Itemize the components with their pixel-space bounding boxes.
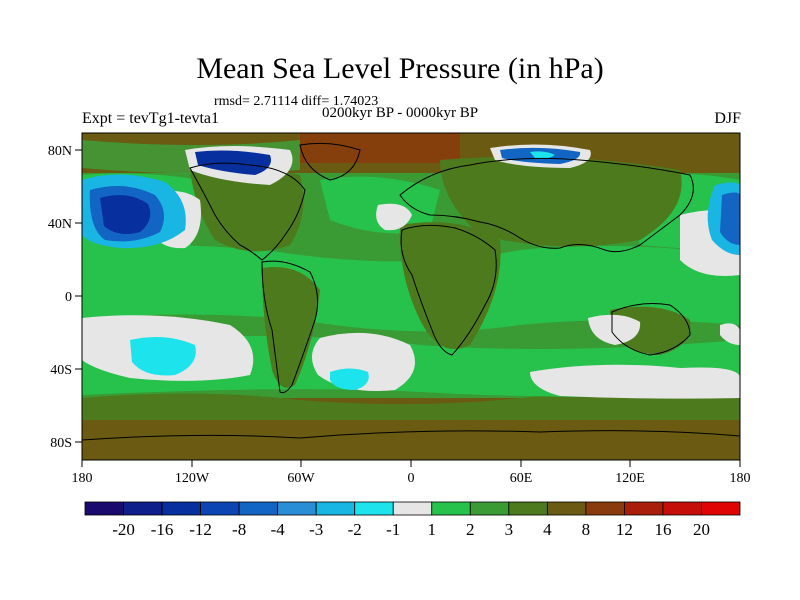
siberian-arctic-core: [530, 151, 555, 159]
lon-label-180e: 180: [730, 471, 751, 486]
season-label: DJF: [714, 110, 741, 127]
eurasia-coast: [399, 157, 694, 253]
australia-coast: [611, 303, 691, 356]
azores-grey: [376, 203, 412, 231]
colorbar-label: 12: [616, 520, 633, 539]
colorbar-label: 3: [505, 520, 514, 539]
axis-ticks: [75, 149, 741, 467]
colorbar-swatch: [238, 501, 279, 516]
colorbar-label: -16: [151, 520, 174, 539]
lon-label-120e: 120E: [615, 471, 645, 486]
colorbar-label: 4: [543, 520, 552, 539]
lat-label-0: 0: [65, 290, 72, 305]
antarctica-coast: [81, 430, 741, 441]
colorbar-swatch: [469, 501, 510, 516]
colorbar-label: 2: [466, 520, 475, 539]
west-pacific-low-core: [720, 192, 740, 245]
south-pacific-low: [130, 336, 196, 376]
south-atlantic-low: [330, 368, 369, 390]
colorbar-swatch: [315, 501, 356, 516]
south-pacific-grey-east: [720, 323, 740, 345]
colorbar-label: -2: [348, 520, 362, 539]
colorbar-swatch: [84, 501, 124, 516]
map-field: [82, 133, 740, 460]
eurasia-field: [440, 156, 682, 247]
experiment-label: Expt = tevTg1-tevta1: [82, 110, 219, 127]
colorbar-swatch: [392, 501, 433, 516]
aleutian-low-core: [100, 195, 151, 234]
colorbar-swatch: [624, 501, 664, 516]
coastlines: [81, 142, 741, 441]
south-america-coast: [261, 260, 319, 394]
colorbar-label: -12: [189, 520, 212, 539]
colorbar-label: -20: [112, 520, 135, 539]
lon-label-60w: 60W: [287, 471, 315, 486]
lon-label-0: 0: [408, 471, 415, 486]
colorbar-label: 20: [693, 520, 710, 539]
colorbar-swatch: [546, 501, 587, 516]
north-atlantic-arctic-high: [300, 133, 460, 163]
lon-label-180w: 180: [72, 471, 93, 486]
colorbar-label: -4: [271, 520, 286, 539]
colorbar-label: -1: [386, 520, 400, 539]
colorbar-swatch: [123, 501, 163, 516]
lon-label-120w: 120W: [175, 471, 210, 486]
colorbar-label: 8: [582, 520, 591, 539]
rmsd-diff-stats: rmsd= 2.71114 diff= 1.74023: [214, 94, 379, 109]
lat-label-80n: 80N: [48, 144, 72, 159]
colorbar-label: 16: [654, 520, 671, 539]
map-title: Mean Sea Level Pressure (in hPa): [196, 52, 604, 85]
colorbar-swatch: [354, 501, 394, 516]
lat-label-80s: 80S: [50, 436, 72, 451]
lat-label-40n: 40N: [48, 217, 72, 232]
south-america-field: [262, 266, 320, 388]
indian-ocean-grey: [588, 314, 641, 345]
colorbar-swatch: [508, 501, 548, 516]
colorbar-swatch: [431, 501, 471, 516]
colorbar-swatch: [161, 501, 201, 516]
colorbar-swatch: [200, 501, 240, 516]
colorbar-label: 1: [428, 520, 437, 539]
lat-label-40s: 40S: [50, 363, 72, 378]
canadian-arctic-low: [195, 150, 271, 175]
colorbar-swatch: [277, 501, 317, 516]
colorbar-label: -3: [309, 520, 323, 539]
colorbar-swatch: [585, 501, 625, 516]
africa-coast: [400, 224, 497, 356]
colorbar: -20 -16 -12 -8 -4 -3 -2 -1 1 2 3 4 8 12 16 20: [84, 501, 741, 539]
greenland-coast: [299, 142, 361, 181]
colorbar-swatch: [662, 501, 702, 516]
colorbar-label: -8: [232, 520, 246, 539]
south-indian-grey: [530, 364, 740, 399]
period-label: 0200kyr BP - 0000kyr BP: [322, 105, 479, 121]
north-america-coast: [189, 162, 306, 261]
africa-field: [399, 222, 501, 350]
lon-label-60e: 60E: [510, 471, 533, 486]
north-america-field: [190, 166, 304, 252]
southern-ocean-band: [82, 391, 740, 420]
colorbar-swatch: [701, 501, 741, 516]
